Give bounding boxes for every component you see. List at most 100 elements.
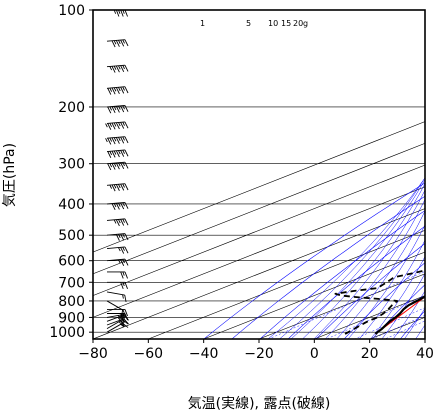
wind-barb-flag xyxy=(111,66,116,73)
wind-barb-flag xyxy=(124,309,128,317)
wind-barb-flag xyxy=(115,162,120,170)
wind-barb xyxy=(106,201,129,211)
x-tick-label: 20 xyxy=(361,346,379,362)
wind-barb-flag xyxy=(120,162,125,170)
y-tick-label: 400 xyxy=(58,197,85,213)
wind-barb-flag xyxy=(122,233,125,238)
wind-barb-flag xyxy=(124,86,129,94)
wind-barb-flag xyxy=(111,122,116,130)
wind-barb-flag xyxy=(117,317,121,321)
dry-adiabat xyxy=(400,310,425,339)
wind-barb-staff xyxy=(106,258,125,262)
wind-barb-flag xyxy=(124,202,129,209)
y-tick-label: 600 xyxy=(58,254,85,270)
wind-barb-staff xyxy=(106,246,125,249)
wind-barb-flag xyxy=(113,219,117,224)
y-tick-label: 800 xyxy=(58,294,85,310)
y-tick-label: 900 xyxy=(58,310,85,326)
wind-barb-flag xyxy=(122,271,125,276)
wind-barb-flag xyxy=(105,138,108,143)
wind-barb-flag xyxy=(115,184,120,191)
wind-barb-flag xyxy=(113,65,117,70)
wind-barb xyxy=(106,291,127,303)
y-tick-label: 300 xyxy=(58,157,85,173)
wind-barb xyxy=(106,233,129,241)
wind-barb-flag xyxy=(122,202,125,207)
wind-barb-flag xyxy=(122,39,125,44)
y-tick-label: 200 xyxy=(58,100,85,116)
wind-barb-flag xyxy=(115,150,120,158)
wind-barb-flag xyxy=(118,233,121,238)
wind-barb-flag xyxy=(122,136,125,141)
dry-adiabat xyxy=(203,182,425,339)
x-tick-label: 40 xyxy=(416,346,434,362)
wind-barb-staff xyxy=(106,201,125,205)
wind-barb xyxy=(107,271,128,279)
wind-barb-flag xyxy=(122,86,125,91)
wind-barb xyxy=(106,258,129,266)
y-tick-label: 1000 xyxy=(49,325,85,341)
wind-barb-staff xyxy=(106,322,123,333)
wind-barb-flag xyxy=(107,106,112,114)
wind-barb-flag xyxy=(107,123,112,130)
isotherm-line xyxy=(93,186,425,318)
wind-barb-flag xyxy=(118,184,121,189)
wind-barb xyxy=(106,86,129,95)
moist-adiabat xyxy=(336,210,425,339)
y-tick-label: 100 xyxy=(58,3,85,19)
isotherm-line xyxy=(258,273,425,339)
wind-barb-flag xyxy=(107,88,112,95)
wind-barb xyxy=(106,104,129,114)
wind-barb-flag xyxy=(122,309,125,314)
wind-barb-flag xyxy=(120,320,125,324)
wind-barb xyxy=(106,218,129,227)
wind-barb-flag xyxy=(109,163,113,168)
wind-barb-flag xyxy=(109,151,113,156)
wind-barb-flag xyxy=(124,258,129,266)
wind-barb-flag xyxy=(109,66,113,71)
grid-layer xyxy=(93,10,425,339)
wind-barb xyxy=(105,136,129,145)
wind-barb xyxy=(106,39,129,48)
tick-layer: −80 −60 −40 −20 0 20 40 100 200 300 400 500 600 700 80… xyxy=(49,3,434,362)
wind-barb-flag xyxy=(120,202,125,210)
wind-barb-flag xyxy=(124,282,128,289)
wind-barb-staff xyxy=(106,136,125,139)
wind-barb-staff xyxy=(106,233,125,236)
wind-barb-flag xyxy=(115,65,120,73)
moist-adiabat xyxy=(267,177,425,339)
isotherm-line xyxy=(424,338,425,339)
wind-barb-flag xyxy=(109,123,113,127)
wind-barb-flag xyxy=(122,65,125,70)
isotherm-line xyxy=(314,295,425,339)
wind-barb-flag xyxy=(122,121,125,126)
mixing-ratio-label: 1 xyxy=(200,19,205,28)
wind-barb xyxy=(106,149,129,158)
wind-barb-flag xyxy=(122,259,125,264)
wind-barb-flag xyxy=(120,10,124,17)
wind-barb-flag xyxy=(124,39,129,47)
wind-barb-flag xyxy=(113,106,117,111)
wind-barb-flag xyxy=(120,323,125,328)
moist-adiabat xyxy=(313,189,425,339)
isotherm-line xyxy=(93,208,425,339)
wind-barb-flag xyxy=(124,183,129,191)
moist-adiabat xyxy=(359,239,425,339)
mixing-ratio-line xyxy=(268,271,425,339)
wind-barb-staff xyxy=(106,218,125,221)
wind-barb-staff xyxy=(106,64,125,68)
moist-adiabat xyxy=(392,290,425,339)
wind-barb-flag xyxy=(107,137,112,145)
wind-barb-flag xyxy=(124,233,129,241)
moist-adiabat xyxy=(279,177,425,339)
mixing-ratio-line xyxy=(326,295,425,339)
wind-barb xyxy=(107,10,128,17)
wind-barb-flag xyxy=(120,233,125,241)
wind-barb-flag xyxy=(115,10,120,17)
wind-barb-flag xyxy=(115,234,120,241)
isotherm-line xyxy=(148,229,425,339)
wind-barb-flag xyxy=(124,294,127,303)
wind-barb-flag xyxy=(118,137,121,141)
plot-frame xyxy=(92,9,426,340)
series-layer xyxy=(334,269,425,335)
